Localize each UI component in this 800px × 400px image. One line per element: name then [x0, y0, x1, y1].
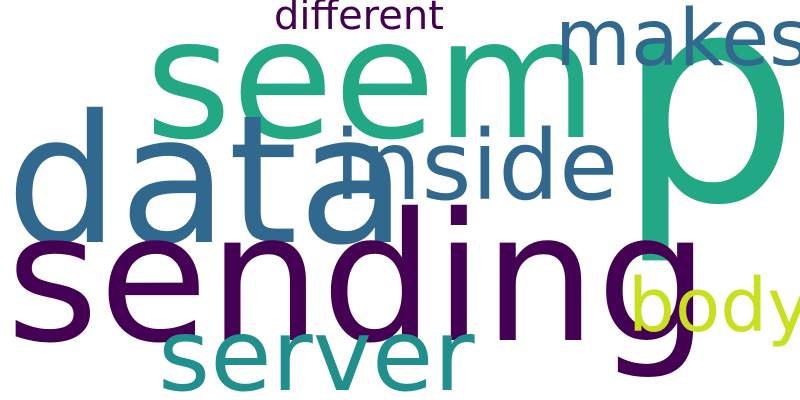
- word-server: server: [158, 297, 475, 400]
- word-sending: sending: [6, 175, 710, 382]
- word-p: p: [616, 0, 800, 269]
- word-different: different: [274, 0, 444, 39]
- word-makes: makes: [555, 0, 800, 84]
- word-seem: seem: [145, 0, 598, 177]
- word-inside: inside: [334, 110, 619, 222]
- word-data: data: [6, 77, 407, 284]
- word-body: body: [628, 263, 800, 349]
